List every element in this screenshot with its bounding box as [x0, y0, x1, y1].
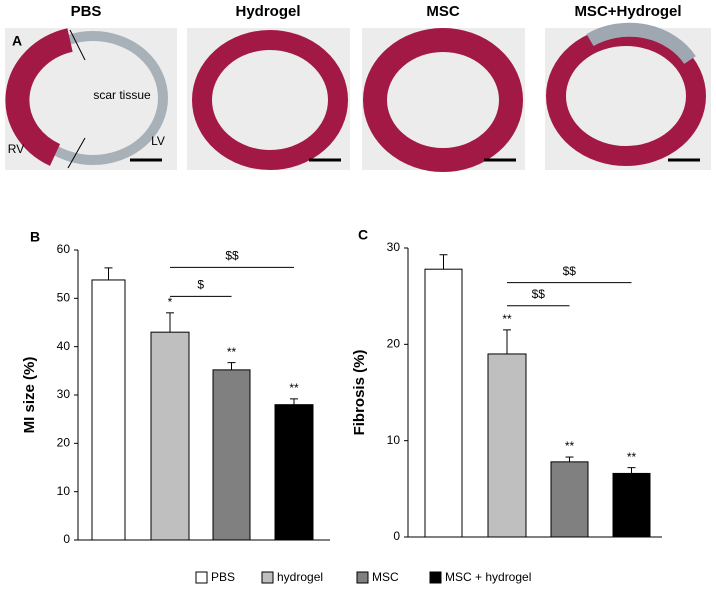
legend-label: PBS [211, 570, 235, 584]
legend-swatch [261, 571, 274, 584]
panel-a: A PBS Hydrogel MSC MSC+Hydrogel scar tis… [5, 3, 711, 172]
image-title: Hydrogel [235, 3, 300, 20]
bar [612, 472, 651, 538]
significance-star: ** [289, 381, 299, 395]
annotation: scar tissue [93, 88, 151, 102]
y-tick-label: 0 [63, 532, 70, 546]
comparison-label: $$ [563, 264, 577, 278]
significance-star: ** [227, 345, 237, 359]
y-tick-label: 50 [57, 291, 71, 305]
comparison-label: $ [197, 278, 204, 292]
legend-swatch [429, 571, 442, 584]
legend-label: MSC + hydrogel [445, 570, 531, 584]
bar [550, 461, 589, 538]
y-tick-label: 20 [387, 337, 401, 351]
annotation: LV [151, 134, 165, 148]
scar [586, 22, 696, 65]
y-tick-label: 10 [387, 433, 401, 447]
y-axis-label: Fibrosis (%) [351, 350, 368, 436]
y-axis-label: MI size (%) [21, 357, 38, 434]
section [363, 28, 523, 172]
y-tick-label: 40 [57, 339, 71, 353]
legend-label: MSC [372, 570, 399, 584]
y-tick-label: 20 [57, 436, 71, 450]
significance-star: * [168, 295, 173, 309]
y-tick-label: 30 [57, 387, 71, 401]
image-title: MSC+Hydrogel [574, 3, 681, 20]
panel-label: A [12, 33, 22, 49]
panel-label: C [358, 227, 368, 243]
heart-sections [5, 22, 706, 172]
bar [212, 369, 251, 541]
bar [274, 404, 314, 541]
myocardium [5, 28, 74, 166]
scar-markers [67, 29, 86, 169]
bar [150, 331, 190, 541]
bar [91, 279, 126, 541]
image-title: MSC [426, 3, 460, 20]
image-title: PBS [71, 3, 102, 20]
legend-swatch [356, 571, 369, 584]
annotation: RV [8, 142, 24, 156]
significance-star: ** [627, 450, 637, 464]
y-tick-label: 60 [57, 242, 71, 256]
significance-star: ** [502, 312, 512, 326]
y-tick-label: 0 [393, 529, 400, 543]
bar [487, 353, 527, 538]
y-tick-label: 30 [387, 240, 401, 254]
y-tick-label: 10 [57, 484, 71, 498]
panel-label: B [30, 229, 40, 245]
legend-swatch [195, 571, 208, 584]
legend-label: hydrogel [277, 570, 323, 584]
bar [424, 268, 463, 538]
comparison-label: $$ [225, 249, 239, 263]
comparison-label: $$ [532, 287, 546, 301]
section [192, 30, 348, 170]
significance-star: ** [565, 439, 575, 453]
